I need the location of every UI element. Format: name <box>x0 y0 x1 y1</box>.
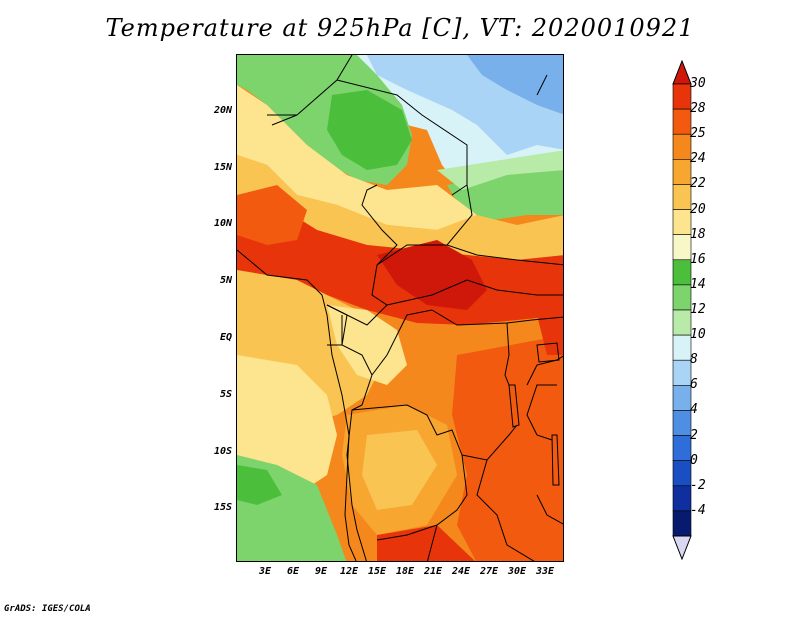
colorbar-segment <box>672 334 692 361</box>
lat-tick-5n: 5N <box>219 275 232 286</box>
colorbar-label: 2 <box>690 427 698 443</box>
coastline-west <box>237 249 357 561</box>
lon-tick-24e: 24E <box>451 566 471 577</box>
colorbar-label: 22 <box>690 176 706 192</box>
colorbar-label: 16 <box>690 251 706 267</box>
lake-tanganyika <box>508 384 520 428</box>
colorbar-segment <box>672 410 692 436</box>
chart-title: Temperature at 925hPa [C], VT: 202001092… <box>105 14 695 42</box>
colorbar-bottom-arrow <box>672 535 692 560</box>
zone-dark-green-southwest <box>237 465 282 505</box>
coastline-red-sea <box>536 74 548 96</box>
colorbar-label: 20 <box>690 201 706 217</box>
colorbar-label: 28 <box>690 101 706 117</box>
lake-victoria <box>536 342 560 363</box>
zone-green-east <box>447 165 563 220</box>
lon-tick-12e: 12E <box>339 566 359 577</box>
colorbar-segment <box>672 209 692 235</box>
colorbar-label: 6 <box>690 377 698 393</box>
colorbar-label: 0 <box>690 452 698 468</box>
colorbar-segment <box>672 234 692 261</box>
colorbar-segment <box>672 485 692 512</box>
colorbar-segment <box>672 435 692 461</box>
lon-tick-21e: 21E <box>423 566 443 577</box>
temperature-map <box>236 54 564 562</box>
colorbar-label: 8 <box>690 352 698 368</box>
colorbar-label: -4 <box>690 502 706 518</box>
colorbar-segment <box>672 83 692 110</box>
zone-cream-equatorial <box>327 305 407 385</box>
zone-very-hot-core <box>377 240 487 310</box>
lon-tick-33e: 33E <box>535 566 555 577</box>
colorbar-label: 12 <box>690 302 706 317</box>
lon-tick-6e: 6E <box>286 566 300 577</box>
colorbar-label: 14 <box>690 276 706 292</box>
colorbar-label: 18 <box>690 226 706 242</box>
lat-tick-eq: EQ <box>219 332 232 343</box>
zone-pale-north <box>237 85 477 230</box>
colorbar-segment <box>672 133 692 160</box>
lon-tick-30e: 30E <box>507 566 527 577</box>
grads-footer: GrADS: IGES/COLA <box>4 604 91 614</box>
zone-pale-green-east <box>437 150 563 190</box>
country-borders <box>267 55 563 561</box>
colorbar-segment <box>672 108 692 135</box>
lon-tick-27e: 27E <box>479 566 499 577</box>
lat-tick-20n: 20N <box>213 105 232 116</box>
colorbar-label: 25 <box>690 126 706 142</box>
colorbar-segment <box>672 284 692 311</box>
colorbar-top-arrow <box>672 60 692 85</box>
colorbar-label: 4 <box>690 402 698 418</box>
lat-tick-15s: 15S <box>213 502 232 513</box>
zone-warm-southeast <box>452 335 563 561</box>
colorbar <box>672 60 692 560</box>
lon-tick-3e: 3E <box>258 566 272 577</box>
zone-blue-north <box>467 55 563 115</box>
lat-tick-15n: 15N <box>213 162 232 173</box>
lon-tick-15e: 15E <box>367 566 387 577</box>
zone-pale-southwest <box>237 355 337 495</box>
lat-tick-10n: 10N <box>213 218 232 229</box>
colorbar-segment <box>672 309 692 336</box>
lake-malawi <box>551 434 560 486</box>
zone-tan-south-inner <box>362 430 437 510</box>
zone-dark-green-north <box>327 90 412 170</box>
colorbar-label: 10 <box>690 327 706 343</box>
colorbar-segment <box>672 184 692 210</box>
colorbar-segment <box>672 259 692 286</box>
colorbar-segment <box>672 385 692 411</box>
zone-warm-west <box>237 185 307 245</box>
colorbar-segment <box>672 510 692 537</box>
colorbar-label: 30 <box>690 76 706 91</box>
lon-tick-9e: 9E <box>314 566 328 577</box>
colorbar-segment <box>672 460 692 487</box>
zone-hot-south <box>377 525 475 561</box>
colorbar-label: 24 <box>690 151 706 167</box>
lat-tick-5s: 5S <box>219 389 232 400</box>
lat-tick-10s: 10S <box>213 446 232 457</box>
colorbar-label: -2 <box>690 477 706 493</box>
colorbar-segment <box>672 159 692 185</box>
zone-tan-north <box>237 155 563 260</box>
colorbar-segment <box>672 359 692 386</box>
lon-tick-18e: 18E <box>395 566 415 577</box>
